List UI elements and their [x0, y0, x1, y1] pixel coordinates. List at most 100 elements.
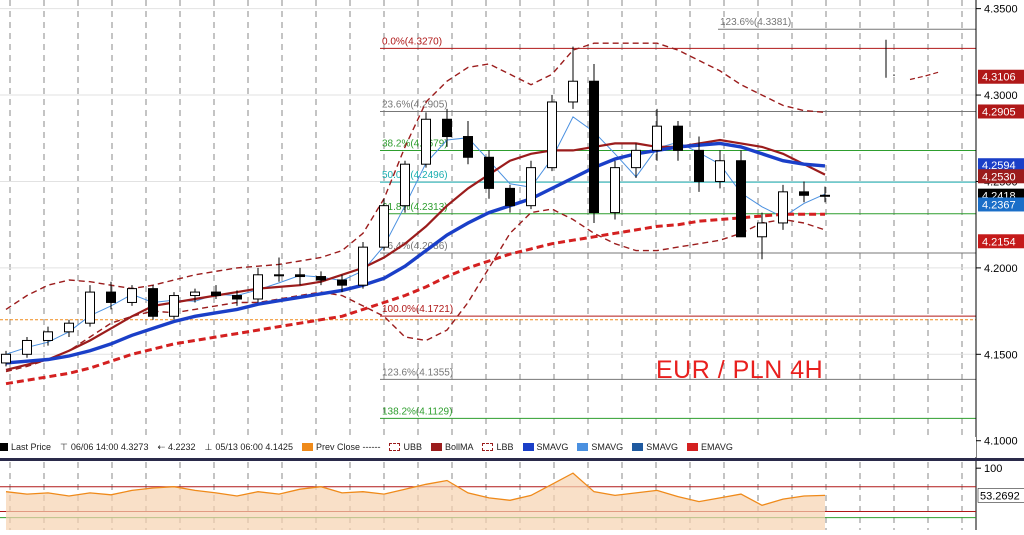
y-tick-label: 4.3000 — [984, 90, 1018, 102]
legend-item[interactable]: LBB — [482, 442, 514, 452]
fib-level-label: 123.6%(4.3381) — [720, 17, 791, 28]
oscillator-value-tag: 53.2692 — [977, 488, 1024, 503]
candle-body — [274, 274, 284, 277]
bollma-swatch — [430, 443, 442, 451]
legend-item[interactable]: Last Price — [0, 442, 51, 452]
legend-item[interactable]: SMAVG — [522, 442, 569, 452]
candle-body — [148, 288, 158, 317]
candle-body — [736, 160, 746, 238]
price-tag-label: 4.2367 — [982, 199, 1016, 211]
candle — [694, 136, 704, 192]
candle — [232, 290, 242, 306]
legend-item[interactable]: EMAVG — [687, 442, 733, 452]
candle — [358, 241, 368, 289]
candle-body — [484, 156, 494, 189]
oscillator-fill — [6, 473, 825, 530]
fib-level-label: 38.2%(4.2679) — [382, 139, 448, 150]
oscillator-tick-label: 100 — [984, 463, 1002, 475]
series-line-1 — [5, 141, 826, 365]
candle-body — [442, 118, 452, 138]
y-tick-label: 4.1000 — [984, 436, 1018, 448]
candle-body — [505, 187, 515, 207]
legend-label: Prev Close ------ — [315, 442, 381, 452]
candle-body — [631, 149, 641, 169]
price-tag-label: 4.2905 — [982, 106, 1016, 118]
candle-body — [610, 167, 620, 214]
candle — [379, 198, 389, 251]
candle-body — [106, 291, 116, 303]
candle-body — [673, 125, 683, 151]
candle — [715, 150, 725, 189]
price-tag-bg — [978, 234, 1024, 249]
candle — [736, 150, 746, 238]
candle — [589, 63, 599, 223]
fib-level-label: 123.6%(4.1355) — [382, 367, 453, 378]
legend-item[interactable]: SMAVG — [632, 442, 678, 452]
candle-body — [421, 118, 431, 165]
candle-body — [232, 295, 242, 300]
oscillator-line — [5, 472, 826, 506]
candle-body — [778, 191, 788, 224]
fib-level-label: 138.2%(4.1129) — [382, 406, 452, 417]
price-tag-bg — [978, 69, 1024, 84]
legend-item[interactable]: ⊤ 06/06 14:00 4.3273 — [60, 442, 148, 453]
candle-body — [1, 353, 11, 364]
candle-body — [547, 101, 557, 169]
candle — [22, 337, 32, 358]
candle — [64, 319, 74, 338]
legend-item[interactable]: Prev Close ------ — [301, 442, 381, 452]
fib-level-label: 76.4%(4.2086) — [382, 241, 448, 252]
candle-body — [652, 125, 662, 151]
low-marker-icon: ⊥ — [204, 441, 213, 452]
candle — [274, 257, 284, 282]
future-band-line — [909, 71, 941, 81]
price-tag: 4.2530 — [978, 169, 1024, 184]
price-tag-label: 4.3106 — [982, 72, 1016, 84]
candle — [673, 120, 683, 161]
candle — [547, 95, 557, 172]
candle-body — [589, 80, 599, 214]
chart-title: EUR / PLN 4H — [656, 356, 824, 384]
prev-close-swatch — [301, 443, 313, 451]
smavg-swatch — [577, 443, 589, 451]
legend-label: 06/06 14:00 4.3273 — [70, 442, 149, 452]
candle-body — [757, 222, 767, 238]
candle — [442, 108, 452, 147]
candle — [148, 285, 158, 320]
candle-body — [253, 274, 263, 300]
candle — [85, 285, 95, 327]
legend-label: UBB — [403, 442, 422, 452]
oscillator-value-bg — [977, 488, 1024, 503]
legend-label: LBB — [496, 442, 514, 452]
legend-item[interactable]: ⇠ 4.2232 — [157, 442, 195, 453]
candle — [337, 274, 347, 293]
candle — [526, 160, 536, 210]
y-tick-label: 4.2000 — [984, 263, 1018, 275]
candle — [43, 326, 53, 346]
candle — [400, 160, 410, 213]
candle — [295, 267, 305, 286]
y-tick-label: 4.3500 — [984, 4, 1018, 16]
legend-item[interactable]: UBB — [389, 442, 422, 452]
candle-body — [64, 322, 74, 333]
candle-body — [358, 246, 368, 286]
legend-label: SMAVG — [536, 442, 569, 452]
candle-body — [820, 194, 830, 197]
fib-level-label: 50.0%(4.2496) — [382, 170, 448, 181]
candle-body — [211, 291, 221, 297]
legend-item[interactable]: ⊥ 05/13 06:00 4.1425 — [205, 442, 293, 453]
legend-item[interactable]: BollMA — [430, 442, 473, 452]
candle — [568, 46, 578, 109]
candle-body — [190, 291, 200, 297]
price-tag-bg — [978, 197, 1024, 212]
candle — [505, 184, 515, 213]
legend-label: 4.2232 — [168, 442, 196, 452]
candle — [820, 186, 830, 203]
legend-item[interactable]: SMAVG — [577, 442, 623, 452]
smavg-swatch — [632, 443, 644, 451]
candle — [463, 120, 473, 165]
candle — [421, 112, 431, 168]
last-price-icon — [0, 443, 8, 451]
price-tag-bg — [978, 158, 1024, 173]
candle — [169, 292, 179, 320]
